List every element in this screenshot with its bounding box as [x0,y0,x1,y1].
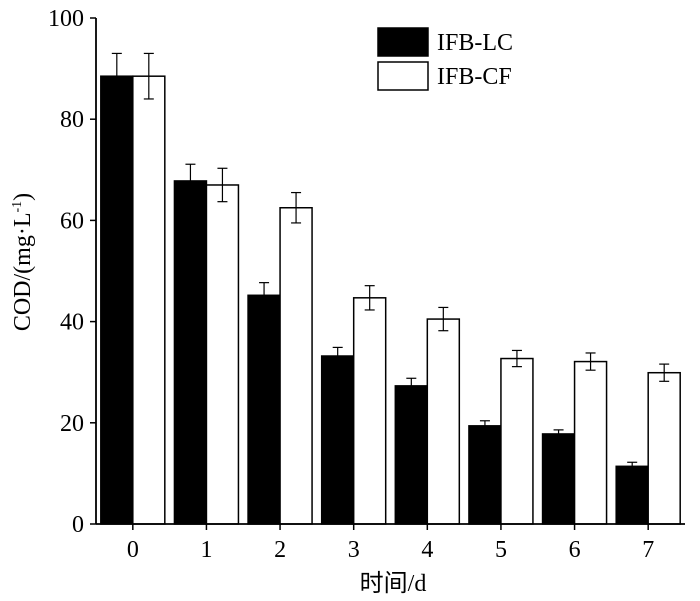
bar-ifb-lc-3 [320,355,355,525]
y-axis-title-superscript: -1 [10,201,25,213]
bar-ifb-cf-5 [500,357,534,525]
bar-ifb-lc-7 [615,465,649,525]
bar-ifb-cf-1 [205,184,240,525]
bar-ifb-cf-7 [647,371,681,525]
bar-ifb-cf-0 [132,75,166,525]
x-tick-label-4: 4 [421,537,433,563]
y-tick-label-0: 0 [72,512,84,538]
bar-ifb-lc-0 [100,75,134,525]
y-tick-label-20: 20 [60,411,84,437]
y-axis-title-main: COD/(mg·L [10,213,36,332]
bar-ifb-cf-6 [573,360,608,525]
bar-ifb-lc-5 [468,425,502,525]
legend: IFB-LC IFB-CF [377,27,513,91]
y-axis-title: COD/(mg·L-1) [10,193,36,331]
plot-area: 0 1 2 3 4 5 6 7 0 20 40 60 80 100 [48,6,685,563]
bar-ifb-cf-2 [279,207,313,525]
bar-ifb-lc-1 [173,180,208,525]
y-axis-title-close: ) [10,193,36,201]
x-tick-label-6: 6 [569,537,581,563]
x-tick-label-0: 0 [127,537,139,563]
y-tick-label-80: 80 [60,107,84,133]
y-tick-label-100: 100 [48,6,84,32]
legend-swatch-ifb-cf [377,61,429,91]
x-tick-label-7: 7 [642,537,654,563]
y-tick-label-60: 60 [60,208,84,234]
y-tick-label-40: 40 [60,310,84,336]
bar-ifb-cf-3 [352,297,387,525]
legend-label-ifb-lc: IFB-LC [437,30,513,56]
bar-ifb-lc-4 [394,385,429,525]
legend-swatch-ifb-lc [377,27,429,57]
bar-ifb-cf-4 [426,318,461,525]
bar-ifb-lc-2 [247,294,281,525]
x-tick-label-1: 1 [200,537,212,563]
x-tick-label-2: 2 [274,537,286,563]
x-axis-title: 时间/d [360,570,427,597]
x-tick-label-3: 3 [348,537,360,563]
legend-label-ifb-cf: IFB-CF [437,64,512,90]
bar-ifb-lc-6 [541,433,576,525]
x-tick-label-5: 5 [495,537,507,563]
